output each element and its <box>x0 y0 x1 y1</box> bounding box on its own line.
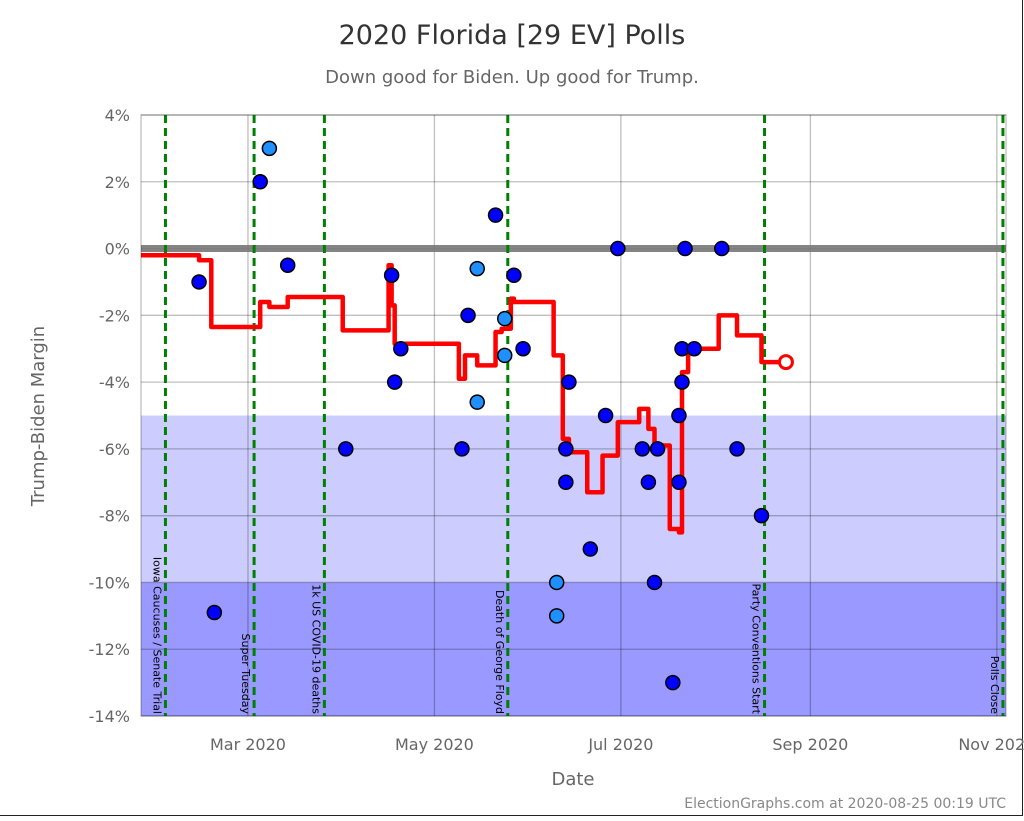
event-label: Iowa Caucuses / Senate Trial <box>150 557 163 714</box>
poll-point <box>671 407 687 424</box>
x-tick-label: May 2020 <box>395 735 474 754</box>
current-average-marker <box>777 354 794 371</box>
event-label: Death of George Floyd <box>493 590 506 714</box>
x-axis-label: Date <box>551 769 594 790</box>
plot-border <box>140 114 1007 717</box>
poll-point <box>582 541 599 557</box>
poll-point <box>386 374 403 390</box>
poll-point <box>548 574 565 591</box>
event-label: Polls Close <box>988 656 1001 715</box>
poll-point <box>279 257 296 273</box>
footer-credit: ElectionGraphs.com at 2020-08-25 00:19 U… <box>684 796 1006 812</box>
y-tick-label: -14% <box>89 707 130 726</box>
poll-point <box>634 441 651 457</box>
poll-point <box>686 340 702 357</box>
poll-point <box>496 347 513 364</box>
poll-point <box>646 574 663 591</box>
poll-point <box>610 240 626 257</box>
y-tick-label: -12% <box>89 640 130 659</box>
average-line <box>141 252 786 535</box>
poll-point <box>469 394 485 410</box>
poll-point <box>261 140 278 157</box>
poll-point <box>383 267 400 284</box>
poll-point <box>548 608 565 624</box>
event-label: 1k US COVID-19 deaths <box>309 584 322 714</box>
poll-point <box>729 441 745 457</box>
x-tick-label: Nov 2020 <box>958 735 1024 754</box>
y-tick-label: 4% <box>105 106 130 125</box>
poll-point <box>753 507 770 524</box>
poll-point <box>713 240 730 257</box>
y-tick-label: -2% <box>99 306 130 325</box>
chart-title: 2020 Florida [29 EV] Polls <box>339 20 686 51</box>
poll-point <box>649 441 666 457</box>
poll-point <box>338 441 354 457</box>
x-tick-label: Mar 2020 <box>210 735 286 754</box>
band-0 <box>141 415 1006 583</box>
x-tick-label: Sep 2020 <box>772 735 848 754</box>
poll-point <box>515 340 531 357</box>
y-tick-label: -8% <box>99 507 130 526</box>
event-label: Party Conventions Start <box>750 583 763 714</box>
poll-point <box>393 340 409 357</box>
x-tick-label: Jul 2020 <box>587 735 653 754</box>
poll-point <box>561 374 577 390</box>
poll-point <box>597 407 614 424</box>
poll-point <box>674 374 690 390</box>
poll-point <box>506 267 522 284</box>
poll-point <box>640 474 657 491</box>
y-axis-label: Trump-Biden Margin <box>28 326 49 507</box>
poll-point <box>558 474 574 491</box>
poll-point <box>677 240 693 257</box>
poll-point <box>191 274 207 290</box>
poll-point <box>665 674 681 691</box>
poll-point <box>252 174 268 190</box>
poll-point <box>469 260 485 277</box>
y-tick-label: -10% <box>89 573 130 592</box>
poll-point <box>454 441 470 457</box>
chart-subtitle: Down good for Biden. Up good for Trump. <box>325 67 699 88</box>
poll-point <box>671 474 687 491</box>
plot-area: 4% 2% 0% -2% -4% -6% -8% -10% -12% -14% Mar 2020 Ma… <box>89 106 1024 754</box>
event-label: Super Tuesday <box>239 634 252 715</box>
poll-point <box>496 310 513 327</box>
y-tick-label: 0% <box>105 240 130 259</box>
band-1 <box>141 582 1006 716</box>
poll-point <box>460 307 476 324</box>
poll-point <box>206 604 223 621</box>
poll-point <box>558 441 574 457</box>
y-tick-label: -6% <box>99 440 130 459</box>
poll-point <box>487 207 504 223</box>
y-tick-label: 2% <box>105 173 130 192</box>
y-tick-label: -4% <box>99 373 130 392</box>
